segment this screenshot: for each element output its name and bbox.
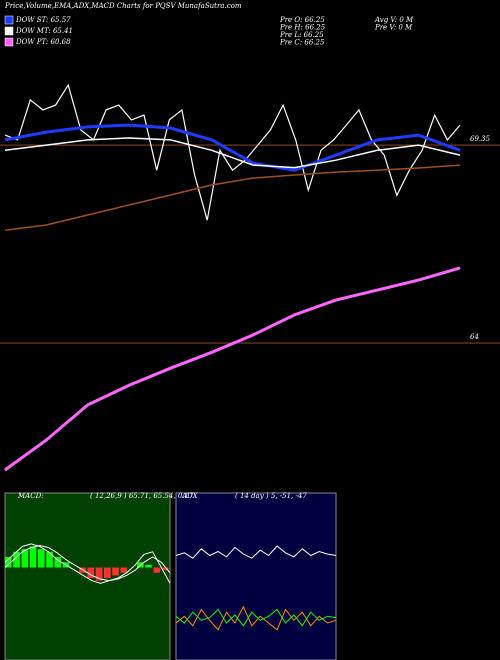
histogram-bar xyxy=(161,567,169,571)
series-line xyxy=(175,545,337,559)
y-tick-label: 69.35 xyxy=(470,135,491,143)
info-text: Pre C: 66.25 xyxy=(279,39,325,47)
chart-title: Price,Volume,EMA,ADX,MACD Charts for PQS… xyxy=(4,2,242,10)
histogram-bar xyxy=(21,549,29,568)
legend-swatch xyxy=(4,15,14,25)
panel-subtitle: ( 12,26,9 ) 65.71, 65.54, 0.17 xyxy=(90,492,194,500)
legend-label: DOW ST: 65.57 xyxy=(15,16,71,24)
histogram-bar xyxy=(112,567,119,576)
series-line xyxy=(4,123,461,172)
legend-label: DOW PT: 60.68 xyxy=(15,38,71,46)
series-line xyxy=(4,164,461,231)
histogram-bar xyxy=(153,567,161,573)
histogram-bar xyxy=(87,567,95,578)
series-line xyxy=(4,83,461,221)
series-line xyxy=(4,543,171,584)
histogram-bar xyxy=(13,551,20,568)
histogram-bar xyxy=(38,549,45,568)
panel-title: ADX xyxy=(181,492,199,500)
histogram-bar xyxy=(46,551,53,568)
legend-label: DOW MT: 65.41 xyxy=(15,27,73,35)
series-line xyxy=(4,544,171,582)
histogram-bar xyxy=(120,567,128,573)
series-line xyxy=(4,137,461,169)
panel-title: MACD: xyxy=(17,492,44,500)
histogram-bar xyxy=(145,564,152,568)
info-text: Avg V: 0 M xyxy=(374,16,414,24)
panel-subtitle: ( 14 day ) 5, -51, -47 xyxy=(235,492,307,500)
info-text: Pre H: 66.25 xyxy=(279,24,326,32)
histogram-bar xyxy=(29,546,37,568)
info-text: Pre L: 66.25 xyxy=(279,31,324,39)
histogram-bar xyxy=(104,567,111,578)
legend-swatch xyxy=(4,26,14,36)
series-line xyxy=(175,608,337,627)
histogram-bar xyxy=(95,567,103,581)
histogram-bar xyxy=(137,562,144,568)
info-text: Pre O: 66.25 xyxy=(279,16,325,24)
info-text: Pre V: 0 M xyxy=(374,24,413,32)
histogram-bar xyxy=(54,557,62,568)
histogram-bar xyxy=(5,557,12,568)
series-line xyxy=(4,266,461,472)
y-tick-label: 64 xyxy=(470,333,479,341)
legend-swatch xyxy=(4,37,14,47)
series-line xyxy=(175,605,337,631)
adx-panel xyxy=(175,492,337,660)
